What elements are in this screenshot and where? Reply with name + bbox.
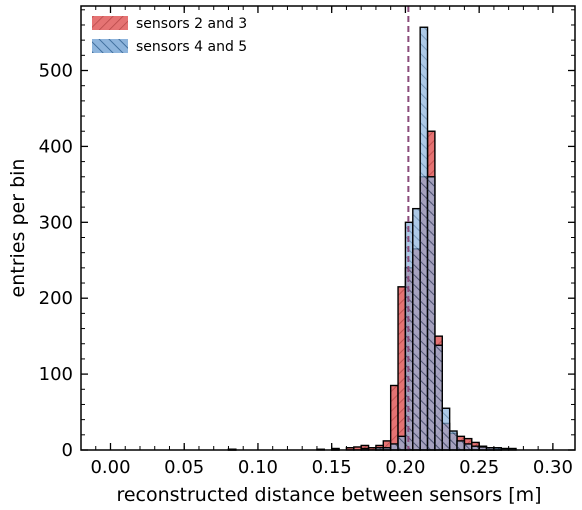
legend-swatch-sensors-2-and-3 <box>92 16 128 30</box>
bar-sensors-2-and-3 <box>397 286 407 451</box>
x-tick-label: 0.15 <box>312 457 352 478</box>
bar-overlap <box>398 436 406 450</box>
y-tick-label: 200 <box>39 288 73 309</box>
bar-overlap <box>434 345 443 450</box>
bar-overlap <box>390 443 399 450</box>
axes-frame <box>80 5 576 451</box>
bar-overlap <box>479 446 487 450</box>
y-tick-label: 400 <box>39 136 73 157</box>
y-tick-label: 300 <box>39 212 73 233</box>
bar-overlap <box>383 447 391 450</box>
bar-overlap <box>361 448 369 450</box>
bar-overlap <box>449 433 458 450</box>
x-axis-label: reconstructed distance between sensors [… <box>116 484 541 506</box>
x-tick-label: 0.00 <box>90 457 130 478</box>
x-tick-label: 0.05 <box>164 457 204 478</box>
bar-overlap <box>442 423 450 450</box>
bar-overlap <box>464 443 472 450</box>
bar-overlap <box>375 447 384 450</box>
plot-area <box>81 6 575 450</box>
x-axis-ticks: 0.00 0.05 0.10 0.15 0.20 0.25 0.30 <box>90 6 573 478</box>
y-axis-label: entries per bin <box>7 159 29 298</box>
bar-sensors-2-and-3 <box>389 384 399 451</box>
y-axis-ticks: 0 100 200 300 400 500 <box>39 9 575 461</box>
x-tick-label: 0.20 <box>385 457 425 478</box>
axes <box>80 5 576 451</box>
y-tick-label: 0 <box>62 440 73 461</box>
bar-overlap <box>486 447 494 450</box>
bar-overlap <box>420 176 428 450</box>
bar-overlap <box>427 176 435 450</box>
x-tick-label: 0.30 <box>533 457 573 478</box>
legend-label-sensors-2-and-3: sensors 2 and 3 <box>136 16 247 32</box>
legend-label-sensors-4-and-5: sensors 4 and 5 <box>136 39 247 55</box>
y-tick-label: 500 <box>39 61 73 82</box>
x-tick-label: 0.25 <box>459 457 499 478</box>
bar-overlap <box>471 446 480 450</box>
y-tick-label: 100 <box>39 364 73 385</box>
legend-swatch-sensors-4-and-5 <box>92 39 128 53</box>
bar-overlap <box>493 448 502 450</box>
bar-overlap <box>457 440 465 450</box>
bar-overlap <box>412 248 421 450</box>
x-tick-label: 0.10 <box>238 457 278 478</box>
legend: sensors 2 and 3 sensors 4 and 5 <box>92 16 247 55</box>
